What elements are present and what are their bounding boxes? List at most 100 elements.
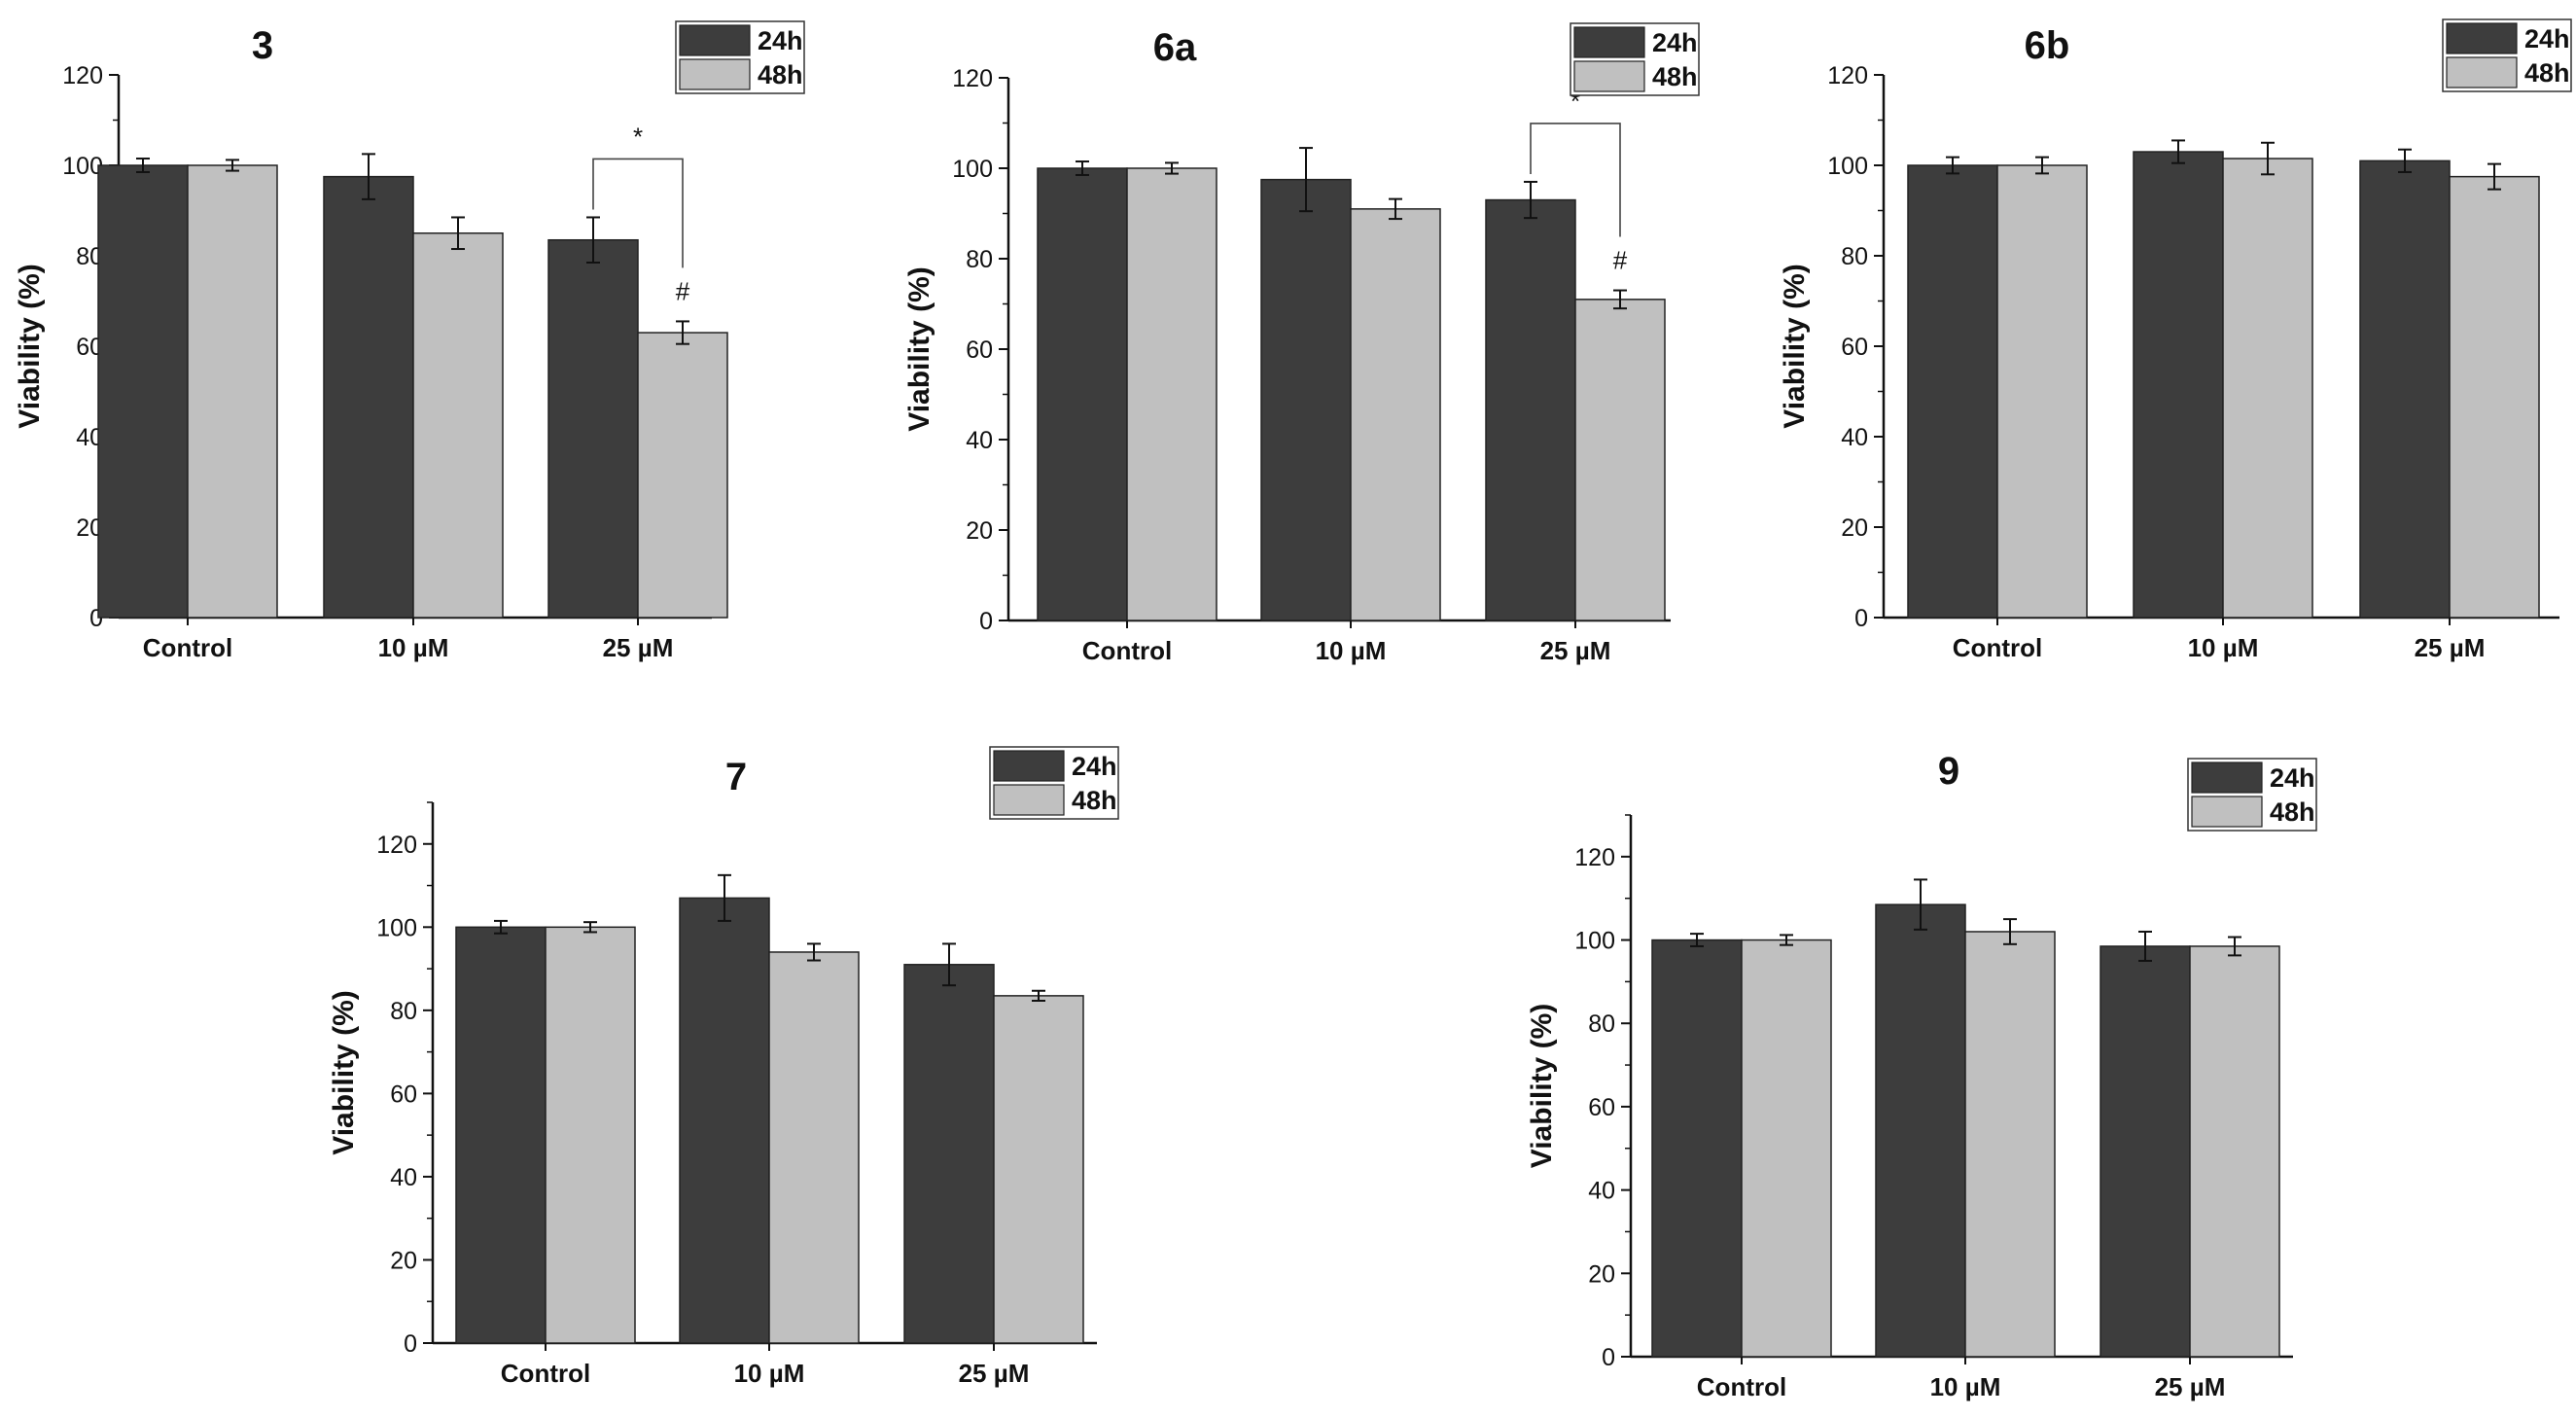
legend-label-24h: 24h bbox=[758, 26, 803, 55]
y-tick-label: 20 bbox=[1588, 1260, 1615, 1288]
bar-24h-3 bbox=[903, 964, 995, 1344]
bar-24h-3 bbox=[547, 238, 639, 619]
legend-label-24h: 24h bbox=[1652, 28, 1698, 57]
legend-label-48h: 48h bbox=[1072, 786, 1117, 815]
chart-title: 6b bbox=[2025, 24, 2070, 67]
y-tick-label: 0 bbox=[404, 1330, 417, 1358]
chart-title: 6a bbox=[1153, 26, 1197, 69]
bar-24h-1 bbox=[455, 926, 547, 1344]
y-tick-label: 100 bbox=[952, 156, 993, 183]
chart-panel-3: 0 20 40 60 80 100 120 Viability (%) Control 10 µM… bbox=[1779, 18, 2572, 662]
x-tick-label: 10 µM bbox=[2188, 633, 2259, 662]
significance-asterisk: * bbox=[1570, 87, 1580, 116]
legend-label-48h: 48h bbox=[2524, 58, 2570, 88]
bar-48h-3 bbox=[2189, 945, 2280, 1358]
x-tick-label: 10 µM bbox=[1316, 636, 1387, 665]
bar-24h-1 bbox=[1651, 939, 1743, 1358]
x-tick-label: 25 µM bbox=[603, 633, 674, 662]
legend-label-24h: 24h bbox=[2524, 24, 2570, 53]
legend-swatch-48h bbox=[1573, 60, 1645, 92]
y-tick-label: 120 bbox=[952, 65, 993, 92]
x-tick-label: 25 µM bbox=[2155, 1372, 2226, 1401]
bar-48h-3 bbox=[1574, 299, 1666, 621]
y-tick-label: 100 bbox=[62, 153, 103, 180]
y-tick-label: 60 bbox=[390, 1080, 417, 1108]
y-tick-label: 20 bbox=[390, 1247, 417, 1274]
bar-48h-3 bbox=[2449, 175, 2540, 619]
legend-label-48h: 48h bbox=[1652, 62, 1698, 91]
y-tick-label: 80 bbox=[1588, 1010, 1615, 1038]
significance-hash: # bbox=[676, 276, 690, 305]
y-tick-label: 60 bbox=[1841, 334, 1868, 361]
x-tick-label: 10 µM bbox=[378, 633, 449, 662]
y-tick-label: 20 bbox=[1841, 514, 1868, 542]
legend-swatch-24h bbox=[1573, 26, 1645, 58]
bar-24h-2 bbox=[1260, 178, 1352, 621]
legend-swatch-48h bbox=[679, 58, 751, 90]
bar-48h-2 bbox=[412, 232, 504, 619]
y-tick-label: 40 bbox=[390, 1164, 417, 1191]
bar-24h-3 bbox=[2100, 945, 2191, 1358]
bar-48h-1 bbox=[545, 926, 636, 1344]
y-axis-title: Viability (%) bbox=[14, 264, 46, 428]
y-tick-label: 80 bbox=[390, 998, 417, 1025]
chart-panel-4: 0 20 40 60 80 100 120 Viability (%) Control 10 µM… bbox=[328, 746, 1119, 1388]
significance-hash: # bbox=[1613, 246, 1628, 275]
x-tick-label: Control bbox=[143, 633, 232, 662]
legend-label-48h: 48h bbox=[758, 60, 803, 89]
legend-swatch-48h bbox=[993, 784, 1065, 816]
bar-24h-2 bbox=[1875, 903, 1966, 1358]
y-tick-label: 0 bbox=[979, 608, 993, 635]
y-tick-label: 0 bbox=[1854, 605, 1868, 632]
x-tick-label: 25 µM bbox=[959, 1359, 1030, 1388]
bar-24h-1 bbox=[97, 164, 189, 619]
bar-48h-3 bbox=[637, 332, 728, 619]
y-tick-label: 100 bbox=[1827, 153, 1868, 180]
x-tick-label: Control bbox=[501, 1359, 590, 1388]
legend-swatch-24h bbox=[2191, 762, 2263, 794]
bar-48h-2 bbox=[2222, 158, 2313, 619]
bar-48h-2 bbox=[1964, 931, 2056, 1358]
x-tick-label: Control bbox=[1953, 633, 2042, 662]
bar-24h-1 bbox=[1037, 167, 1128, 621]
legend-label-24h: 24h bbox=[1072, 752, 1117, 781]
y-tick-label: 120 bbox=[1827, 62, 1868, 89]
legend-label-48h: 48h bbox=[2270, 797, 2315, 827]
y-tick-label: 40 bbox=[966, 427, 993, 454]
bar-24h-3 bbox=[2359, 159, 2451, 619]
x-tick-label: 25 µM bbox=[1540, 636, 1611, 665]
bar-24h-2 bbox=[2133, 151, 2224, 619]
y-tick-label: 120 bbox=[376, 832, 417, 859]
y-tick-label: 0 bbox=[1602, 1344, 1615, 1371]
chart-title: 9 bbox=[1938, 750, 1959, 793]
legend-swatch-24h bbox=[679, 24, 751, 56]
bar-48h-3 bbox=[993, 995, 1084, 1344]
bar-48h-1 bbox=[1126, 167, 1217, 621]
y-tick-label: 100 bbox=[376, 914, 417, 941]
bar-48h-1 bbox=[187, 164, 278, 619]
y-tick-label: 80 bbox=[966, 246, 993, 273]
x-tick-label: 10 µM bbox=[1930, 1372, 2001, 1401]
bar-48h-1 bbox=[1741, 939, 1832, 1358]
y-tick-label: 120 bbox=[62, 62, 103, 89]
y-tick-label: 20 bbox=[966, 517, 993, 545]
legend-swatch-48h bbox=[2446, 56, 2518, 89]
bar-48h-1 bbox=[1996, 164, 2088, 619]
y-axis-title: Viability (%) bbox=[328, 990, 360, 1154]
y-axis-title: Viability (%) bbox=[903, 266, 935, 431]
bar-48h-2 bbox=[1350, 208, 1441, 621]
bar-48h-2 bbox=[768, 951, 860, 1344]
y-tick-label: 120 bbox=[1574, 844, 1615, 871]
x-tick-label: 10 µM bbox=[734, 1359, 805, 1388]
bar-24h-2 bbox=[323, 175, 414, 619]
y-tick-label: 80 bbox=[1841, 243, 1868, 270]
y-tick-label: 60 bbox=[966, 337, 993, 364]
legend-swatch-24h bbox=[2446, 22, 2518, 54]
significance-asterisk: * bbox=[633, 122, 643, 151]
y-axis-title: Viability (%) bbox=[1526, 1004, 1558, 1168]
